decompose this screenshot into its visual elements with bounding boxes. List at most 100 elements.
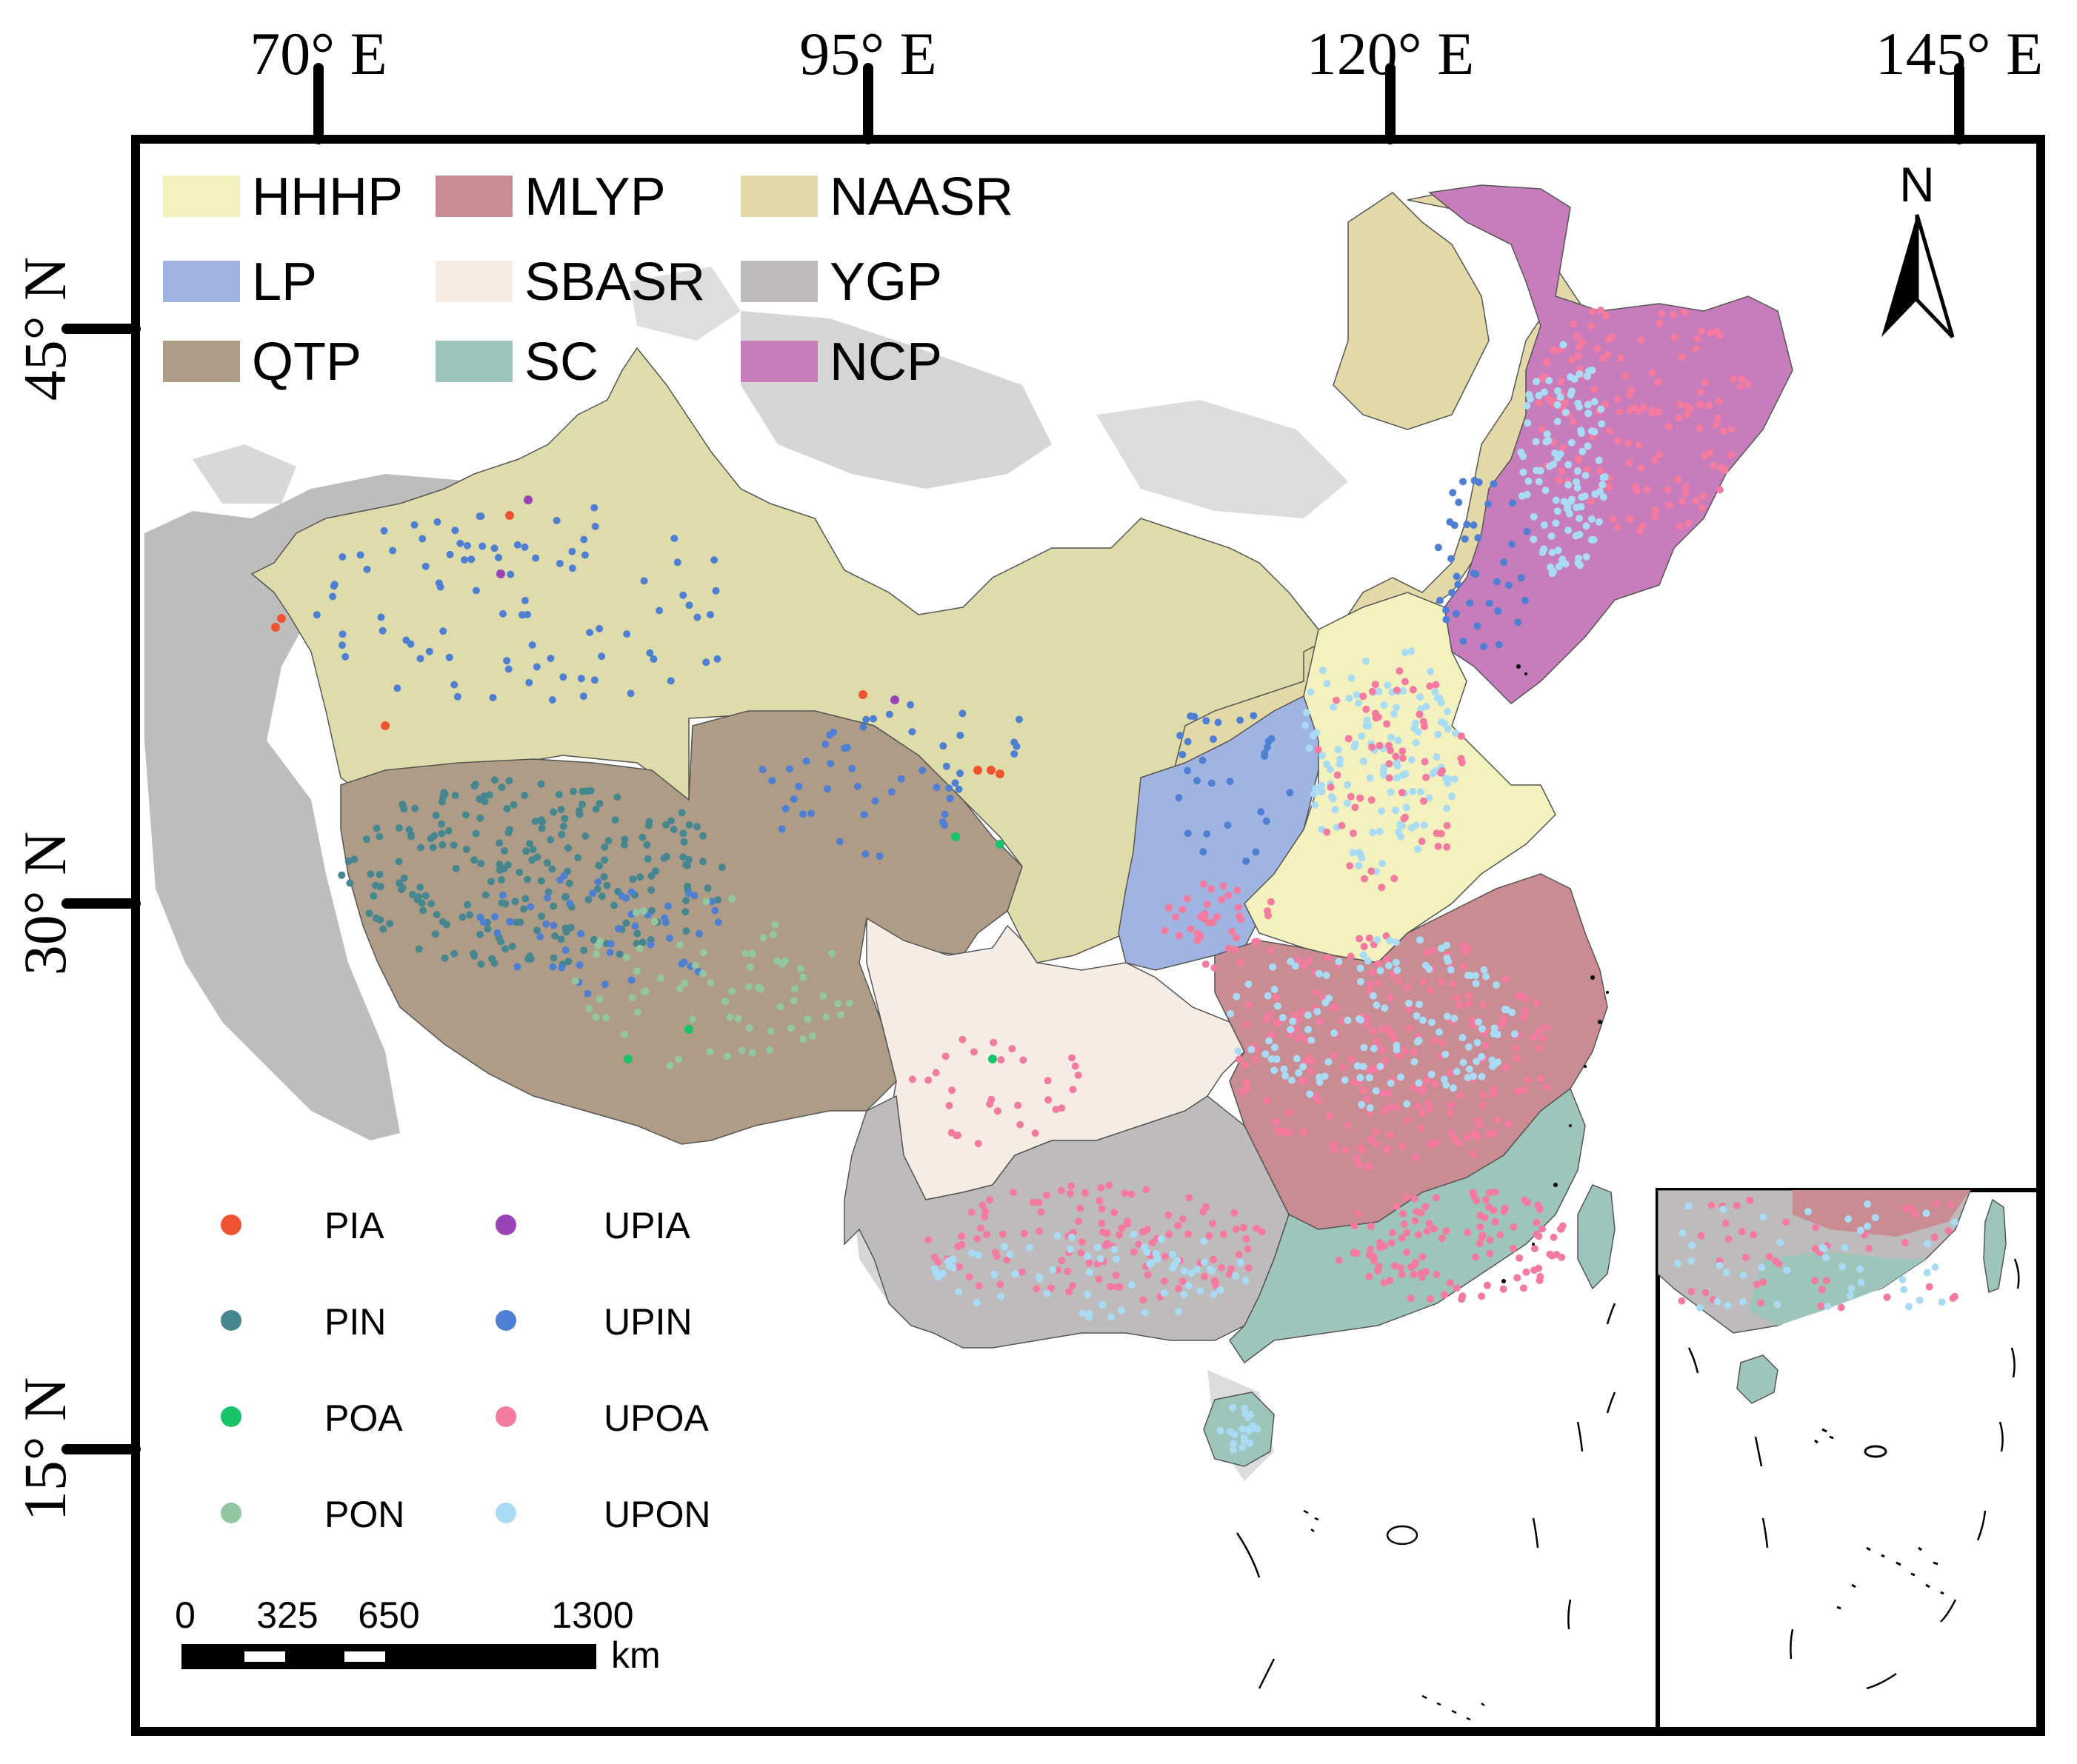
sample-point <box>1759 1213 1767 1221</box>
sample-point <box>1312 784 1320 792</box>
sample-point <box>1452 609 1460 618</box>
sample-point <box>603 881 611 889</box>
sample-point <box>1393 686 1401 695</box>
sample-point <box>521 895 530 903</box>
sample-point <box>1224 944 1233 952</box>
sample-point <box>495 553 502 561</box>
sample-point <box>1407 756 1416 764</box>
sample-point <box>1138 1228 1147 1236</box>
sample-point <box>633 967 641 975</box>
sample-point <box>641 987 650 995</box>
sample-point <box>1577 337 1585 345</box>
sample-point <box>695 929 703 938</box>
sample-point <box>1733 1202 1741 1209</box>
sample-point <box>516 869 524 876</box>
sample-point <box>1614 437 1622 445</box>
sample-point <box>1085 1269 1093 1276</box>
sample-point <box>565 879 573 887</box>
sample-point <box>497 876 505 884</box>
sample-point <box>1180 1267 1188 1275</box>
sample-point <box>1315 969 1323 978</box>
sample-point <box>1410 1048 1418 1056</box>
sample-point <box>1812 1223 1820 1232</box>
sample-point <box>1437 978 1445 986</box>
sample-point <box>1008 1045 1016 1053</box>
sample-point <box>1712 421 1720 429</box>
sample-point <box>592 950 600 958</box>
sample-point <box>1213 913 1221 921</box>
sample-point <box>1693 335 1701 343</box>
sample-point <box>558 963 566 972</box>
sample-point <box>1328 792 1336 801</box>
sample-point <box>580 535 588 544</box>
sample-point <box>1378 883 1386 892</box>
sample-point <box>945 784 953 792</box>
sample-point <box>1354 699 1362 707</box>
sample-point <box>1161 926 1169 935</box>
sample-point <box>1393 759 1401 767</box>
sample-point <box>1684 1202 1693 1210</box>
sample-point <box>1530 1245 1538 1252</box>
legend-dot-upin <box>496 1310 516 1331</box>
sample-point <box>1484 1203 1493 1211</box>
sample-point <box>1390 1035 1398 1043</box>
legend-dot-poa <box>221 1406 241 1427</box>
sample-point <box>1570 320 1578 328</box>
sample-point <box>1427 1070 1436 1078</box>
sample-point <box>1359 951 1367 959</box>
sample-point <box>1938 1298 1946 1306</box>
sample-point <box>1692 344 1700 353</box>
sample-point <box>1442 1227 1450 1235</box>
sample-point <box>664 902 672 910</box>
sample-point <box>799 973 807 981</box>
sample-point <box>1543 1083 1551 1091</box>
sample-point <box>1355 1160 1363 1169</box>
sample-point <box>679 829 687 838</box>
sample-point <box>1367 796 1376 804</box>
sample-point <box>533 926 541 935</box>
sample-point <box>606 949 614 957</box>
sample-point <box>601 856 609 864</box>
sample-point <box>1904 1303 1913 1311</box>
sample-point <box>1698 492 1707 500</box>
sample-point <box>1681 482 1690 490</box>
sample-point <box>561 892 570 901</box>
sample-point <box>1067 1189 1074 1197</box>
sample-point <box>667 817 676 825</box>
sample-point <box>1605 427 1613 435</box>
sample-point <box>1367 1222 1375 1230</box>
sample-point <box>652 867 659 875</box>
sample-point <box>1374 960 1382 968</box>
sample-point <box>1237 958 1244 966</box>
sample-point <box>1449 980 1457 988</box>
sample-point <box>1871 1214 1879 1222</box>
sample-point <box>1405 1005 1413 1013</box>
sample-point <box>1356 964 1364 972</box>
sample-point <box>1410 724 1418 732</box>
sample-point <box>1420 821 1428 829</box>
sample-point <box>1490 1129 1498 1137</box>
sample-point <box>1258 1228 1266 1236</box>
sample-point <box>1065 1288 1073 1296</box>
sample-point <box>1724 1301 1732 1309</box>
sample-point <box>489 694 497 701</box>
sample-point <box>1416 1000 1423 1009</box>
sample-point <box>589 889 597 898</box>
sample-point <box>1838 1263 1847 1271</box>
sample-point <box>1360 943 1368 951</box>
sample-point <box>1052 1106 1060 1114</box>
sample-point <box>1479 1001 1487 1009</box>
sample-point <box>1776 1238 1784 1246</box>
sample-point <box>377 613 385 621</box>
sample-point <box>728 895 736 903</box>
sample-point <box>1676 401 1684 409</box>
sample-point <box>566 900 574 907</box>
sample-point <box>1478 1025 1486 1033</box>
sample-point <box>1598 354 1607 362</box>
sample-point <box>1486 1249 1494 1257</box>
sample-point <box>712 587 720 595</box>
sample-point <box>1019 1056 1027 1064</box>
sample-point <box>1494 607 1502 615</box>
sample-point <box>596 938 604 945</box>
longitude-label-95e: 95° E <box>799 20 936 87</box>
